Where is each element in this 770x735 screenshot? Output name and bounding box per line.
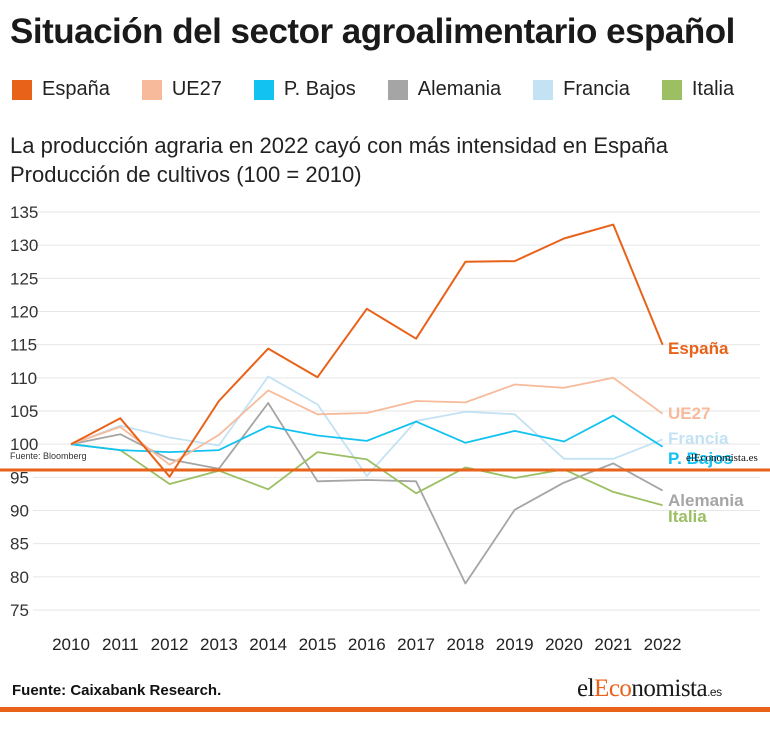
- legend-label: UE27: [171, 78, 222, 100]
- legend-swatch: [12, 79, 32, 100]
- series-line: [70, 402, 664, 585]
- y-tick-label: 125: [10, 269, 38, 288]
- legend-swatch: [661, 79, 682, 100]
- legend-item-ue27: UE27: [141, 78, 222, 101]
- series-line: [70, 375, 663, 477]
- overlay-logo-text: elEconomista.es: [686, 452, 758, 464]
- series-end-label: España: [668, 339, 729, 358]
- chart-subtitle: La producción agraria en 2022 cayó con m…: [10, 131, 668, 189]
- legend-item-alemania: Alemania: [387, 78, 502, 101]
- legend: España UE27 P. Bajos Alemania Francia It…: [12, 78, 766, 101]
- x-tick-label: 2015: [299, 635, 337, 654]
- series-line: [70, 376, 664, 466]
- legend-label: España: [42, 78, 110, 100]
- overlay-source-text: Fuente: Bloomberg: [10, 451, 87, 461]
- legend-item-espana: España: [12, 78, 110, 101]
- y-tick-label: 75: [10, 601, 29, 620]
- logo-el: el: [577, 675, 595, 702]
- y-tick-label: 115: [10, 336, 37, 355]
- y-tick-label: 120: [10, 303, 38, 322]
- y-tick-label: 135: [10, 203, 38, 222]
- series-line: [70, 414, 664, 453]
- series-end-label: P. Bajos: [668, 449, 733, 468]
- x-tick-label: 2013: [200, 635, 238, 654]
- x-tick-label: 2014: [249, 635, 287, 654]
- y-tick-label: 130: [10, 236, 38, 255]
- legend-label: Italia: [691, 78, 735, 100]
- chart-title: Situación del sector agroalimentario esp…: [10, 12, 735, 51]
- x-tick-label: 2016: [348, 635, 386, 654]
- logo-suffix: .es: [707, 685, 722, 699]
- y-tick-label: 110: [10, 369, 37, 388]
- y-tick-label: 90: [10, 502, 29, 521]
- legend-label: Francia: [563, 78, 630, 100]
- x-tick-label: 2021: [594, 635, 632, 654]
- y-tick-label: 100: [10, 435, 38, 454]
- logo-eco: Eco: [594, 675, 632, 702]
- legend-swatch: [533, 79, 554, 100]
- x-tick-label: 2019: [496, 635, 534, 654]
- legend-swatch: [253, 79, 274, 100]
- logo-nomista: nomista: [631, 675, 708, 702]
- series-line: [70, 223, 664, 478]
- legend-label: Alemania: [417, 78, 502, 100]
- legend-swatch: [141, 79, 162, 100]
- x-tick-label: 2020: [545, 635, 583, 654]
- legend-item-pbajos: P. Bajos: [253, 78, 356, 101]
- x-tick-label: 2012: [151, 635, 189, 654]
- brand-logo: elEconomista.es: [577, 675, 722, 703]
- legend-label: P. Bajos: [283, 78, 356, 100]
- y-tick-label: 85: [10, 535, 29, 554]
- subtitle-line-1: La producción agraria en 2022 cayó con m…: [10, 133, 669, 158]
- legend-item-francia: Francia: [533, 78, 630, 101]
- footer-source: Fuente: Caixabank Research.: [12, 682, 222, 699]
- y-tick-label: 80: [10, 568, 29, 587]
- subtitle-line-2: Producción de cultivos (100 = 2010): [10, 162, 362, 187]
- x-tick-label: 2011: [102, 635, 139, 654]
- series-end-label: Italia: [668, 507, 707, 526]
- x-tick-label: 2018: [446, 635, 484, 654]
- x-tick-label: 2010: [52, 635, 90, 654]
- legend-swatch: [387, 79, 408, 100]
- y-tick-label: 105: [10, 402, 38, 421]
- series-end-label: UE27: [668, 404, 711, 423]
- x-tick-label: 2022: [644, 635, 682, 654]
- series-end-label: Alemania: [668, 491, 744, 510]
- y-tick-label: 95: [10, 468, 29, 487]
- x-tick-label: 2017: [397, 635, 435, 654]
- series-end-label: Francia: [668, 429, 729, 448]
- legend-item-italia: Italia: [661, 78, 735, 101]
- bottom-accent-bar: [0, 707, 770, 712]
